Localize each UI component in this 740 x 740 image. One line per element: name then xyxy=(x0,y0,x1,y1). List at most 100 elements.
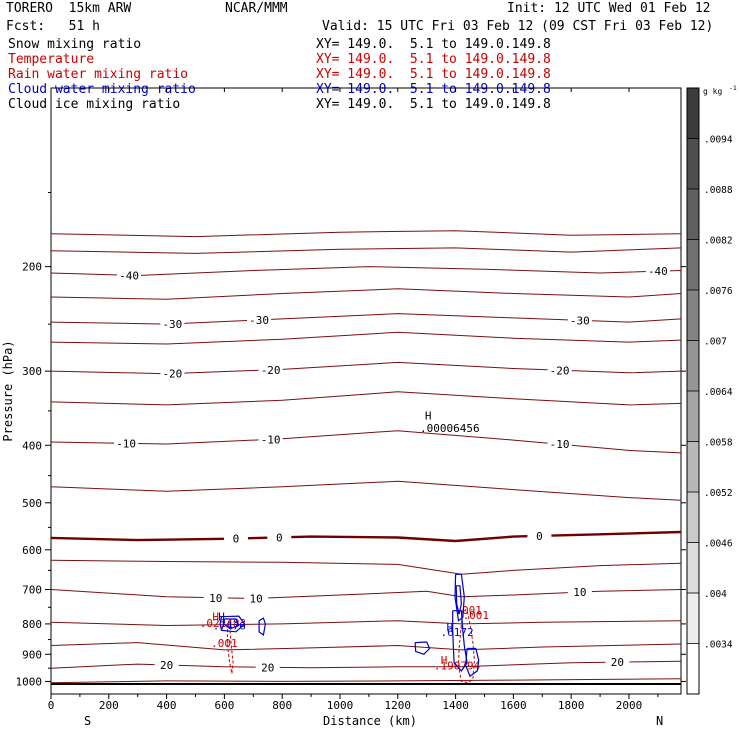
colorbar-segment xyxy=(687,189,699,240)
temperature-label: 20 xyxy=(611,656,624,669)
x-tick-label: 1200 xyxy=(385,699,412,712)
cloud-water-label: .6172 xyxy=(440,626,473,639)
x-end-label-left: S xyxy=(84,714,91,728)
colorbar-segment xyxy=(687,391,699,442)
field-xy-range: XY= 149.0. 5.1 to 149.0.149.8 xyxy=(316,52,551,67)
colorbar-segment xyxy=(687,593,699,644)
field-label: Temperature xyxy=(8,52,95,67)
temperature-label: -10 xyxy=(116,437,136,450)
x-tick-label: 1800 xyxy=(558,699,585,712)
contour-label-bg xyxy=(244,592,269,605)
rain-water-contour xyxy=(226,620,234,674)
rain-water-label: .001 xyxy=(463,609,490,622)
x-tick-label: 1000 xyxy=(327,699,354,712)
x-tick-label: 1400 xyxy=(442,699,469,712)
snow-label: H xyxy=(425,410,432,423)
temperature-contour xyxy=(50,247,682,254)
field-label: Cloud water mixing ratio xyxy=(8,82,196,97)
temperature-label: 0 xyxy=(536,530,543,543)
x-tick-label: 600 xyxy=(214,699,234,712)
colorbar-segment xyxy=(687,542,699,594)
temperature-contour xyxy=(50,480,682,501)
temperature-label: -40 xyxy=(119,269,139,282)
temperature-label: 10 xyxy=(209,592,222,605)
temperature-label: 20 xyxy=(160,659,173,672)
model-title: TORERO 15km ARW xyxy=(6,1,132,16)
temperature-contour xyxy=(50,266,682,277)
init-time: Init: 12 UTC Wed 01 Feb 12 xyxy=(507,1,711,16)
cloud-water-label: H xyxy=(446,621,453,634)
contour-label-bg xyxy=(547,364,572,377)
contour-label-bg xyxy=(567,314,592,327)
cloud-water-label: H xyxy=(218,611,225,624)
field-xy-range: XY= 149.0. 5.1 to 149.0.149.8 xyxy=(316,82,551,97)
contour-label-bg xyxy=(258,363,283,376)
contour-label-bg xyxy=(527,529,552,542)
temperature-contour xyxy=(50,530,682,543)
temperature-label: -40 xyxy=(648,265,668,278)
cloud-water-label: .7476 xyxy=(213,620,246,633)
temperature-label: 20 xyxy=(261,661,274,674)
colorbar-segment xyxy=(687,340,699,392)
field-label: Snow mixing ratio xyxy=(8,37,142,52)
x-tick-label: 0 xyxy=(48,699,55,712)
y-tick-label: 300 xyxy=(22,365,42,378)
x-tick-label: 1600 xyxy=(500,699,527,712)
temperature-label: 0 xyxy=(276,531,283,544)
colorbar-segment xyxy=(687,88,699,139)
y-tick-label: 400 xyxy=(22,439,42,452)
temperature-label: 10 xyxy=(250,592,263,605)
colorbar-segment xyxy=(687,643,699,695)
contour-label-bg xyxy=(645,265,670,278)
x-axis-label: Distance (km) xyxy=(323,714,417,728)
contour-label-bg xyxy=(267,531,292,544)
colorbar-segment xyxy=(687,138,699,190)
colorbar-tick-label: .004 xyxy=(704,589,727,600)
colorbar-tick-label: .0034 xyxy=(704,640,733,651)
temperature-label: -30 xyxy=(162,318,182,331)
snow-label: .00006456 xyxy=(420,422,480,435)
colorbar-segment xyxy=(687,239,699,291)
field-xy-range: XY= 149.0. 5.1 to 149.0.149.8 xyxy=(316,37,551,52)
colorbar-tick-label: .0064 xyxy=(704,387,733,398)
colorbar-tick-label: .0046 xyxy=(704,539,733,550)
valid-time: Valid: 15 UTC Fri 03 Feb 12 (09 CST Fri … xyxy=(322,19,714,34)
temperature-label: -30 xyxy=(570,314,590,327)
cloud-water-contour xyxy=(414,641,431,655)
colorbar-tick-label: .007 xyxy=(704,337,727,348)
rain-water-label: H xyxy=(212,611,219,624)
temperature-label: -20 xyxy=(550,364,570,377)
colorbar-segment xyxy=(687,290,699,341)
contour-label-bg xyxy=(258,433,283,446)
field-label: Rain water mixing ratio xyxy=(8,67,189,82)
y-tick-label: 800 xyxy=(22,618,42,631)
temperature-label: -20 xyxy=(261,364,281,377)
field-xy-range: XY= 149.0. 5.1 to 149.0.149.8 xyxy=(316,97,551,112)
field-label: Cloud ice mixing ratio xyxy=(8,97,181,112)
temperature-contour xyxy=(50,230,682,238)
contour-label-bg xyxy=(223,532,248,545)
contour-label-bg xyxy=(117,269,142,282)
contour-label-bg xyxy=(160,367,185,380)
temperature-contour xyxy=(50,430,682,454)
colorbar-unit-exponent: -1 xyxy=(729,84,737,92)
x-tick-label: 800 xyxy=(272,699,292,712)
temperature-contour xyxy=(50,620,682,627)
cloud-water-contour xyxy=(454,573,465,622)
rain-water-contour xyxy=(457,610,475,684)
contour-label-bg xyxy=(255,661,280,674)
y-tick-label: 200 xyxy=(22,261,42,274)
x-tick-label: 2000 xyxy=(616,699,643,712)
temperature-contour xyxy=(50,391,682,406)
y-tick-label: 700 xyxy=(22,584,42,597)
temperature-contour xyxy=(50,642,682,651)
contour-label-bg xyxy=(154,659,179,672)
x-end-label-right: N xyxy=(656,714,663,728)
temperature-contour xyxy=(50,331,682,345)
x-tick-label: 200 xyxy=(99,699,119,712)
temperature-label: -10 xyxy=(261,433,281,446)
temperature-label: 10 xyxy=(573,586,586,599)
y-tick-label: 500 xyxy=(22,497,42,510)
temperature-contour xyxy=(50,288,682,300)
